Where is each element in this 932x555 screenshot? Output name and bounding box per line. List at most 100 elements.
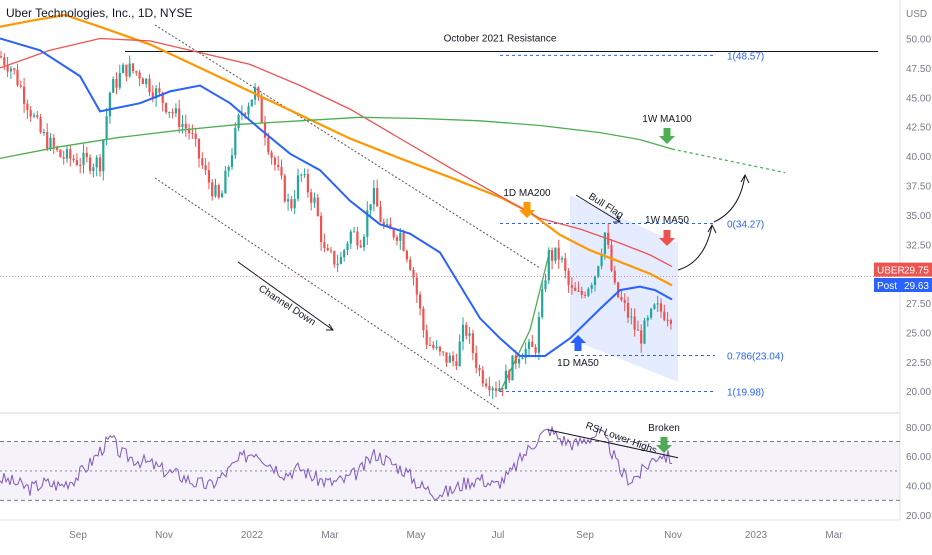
candle-body	[422, 308, 425, 331]
projection-arrow-2	[713, 174, 746, 223]
candle-body	[438, 346, 441, 352]
candle-body	[339, 257, 342, 264]
time-tick-label-5: Jul	[492, 530, 505, 541]
rsi-tick-label-1: 60.00	[906, 452, 931, 463]
series-line-ma200_1d	[0, 13, 673, 287]
candle-body	[458, 341, 461, 367]
candle-body	[461, 324, 465, 342]
candle-body	[399, 232, 402, 241]
channel-down-arrowhead	[326, 323, 334, 331]
candle-body	[224, 170, 227, 194]
candle-body	[630, 316, 633, 318]
candle-body	[287, 199, 290, 202]
candle-body	[369, 204, 372, 211]
candle-body	[551, 250, 554, 261]
chart-title: Uber Technologies, Inc., 1D, NYSE	[6, 6, 193, 20]
candle-body	[36, 115, 39, 118]
candle-body	[584, 294, 587, 296]
candle-body	[560, 258, 564, 260]
series-line-ma50_1d	[0, 37, 673, 357]
candle-body	[9, 68, 12, 72]
candle-body	[131, 63, 135, 72]
candle-body	[277, 164, 280, 168]
candle-body	[471, 333, 474, 353]
candle-body	[376, 188, 379, 207]
candle-body	[557, 247, 560, 260]
candle-body	[448, 355, 451, 363]
candle-body	[32, 115, 36, 117]
candle-body	[567, 270, 570, 286]
price-tick-label-10: 22.50	[906, 358, 931, 369]
candle-body	[0, 56, 3, 58]
price-tag-value-1: 29.63	[904, 281, 929, 292]
price-unit-label: USD	[906, 9, 927, 20]
candle-body	[148, 78, 151, 93]
candle-body	[415, 277, 418, 295]
candle-body	[204, 165, 207, 171]
time-tick-label-8: 2023	[745, 530, 768, 541]
candle-body	[237, 114, 240, 128]
projection-arrow-1	[677, 224, 713, 271]
price-tag-bg-1	[874, 278, 932, 293]
candle-body	[653, 304, 656, 309]
series-line-ma100_1w_projection	[671, 148, 786, 174]
candle-body	[65, 149, 69, 159]
candle-body	[623, 300, 626, 303]
candle-body	[174, 108, 177, 114]
candle-body	[122, 64, 125, 74]
candle-body	[168, 111, 171, 113]
price-tick-label-6: 35.00	[906, 211, 931, 222]
candle-body	[230, 155, 234, 167]
candle-body	[105, 116, 108, 140]
candle-body	[419, 294, 422, 309]
candle-body	[316, 197, 319, 216]
candle-body	[13, 68, 16, 70]
candle-body	[145, 78, 148, 85]
candle-body	[82, 152, 85, 166]
candle-body	[603, 232, 606, 255]
candle-body	[270, 152, 273, 158]
time-tick-label-3: Mar	[321, 530, 339, 541]
channel-down-arrow-line	[237, 261, 334, 331]
candle-body	[392, 229, 395, 238]
time-tick-label-6: Sep	[576, 530, 594, 541]
candle-body	[488, 386, 491, 391]
candle-body	[227, 166, 230, 171]
candle-body	[382, 221, 385, 227]
candle-body	[386, 224, 389, 227]
candle-body	[141, 78, 144, 85]
candle-body	[79, 165, 82, 167]
rsi-tick-label-2: 40.00	[906, 482, 931, 493]
rsi-tick-label-0: 80.00	[906, 423, 931, 434]
price-tag-value-0: 29.75	[904, 266, 929, 277]
candle-body	[112, 78, 115, 93]
candle-body	[547, 250, 550, 281]
fib-label-2: 0.786(23.04)	[727, 351, 784, 362]
candle-body	[244, 113, 247, 115]
candle-body	[300, 174, 303, 176]
candle-body	[102, 139, 105, 172]
candle-body	[135, 71, 138, 73]
time-tick-label-4: May	[407, 530, 426, 541]
candle-body	[181, 123, 184, 128]
candle-body	[108, 92, 111, 117]
candle-body	[508, 370, 511, 381]
candle-body	[475, 352, 478, 368]
candle-body	[161, 92, 164, 104]
price-tag-bg-0	[874, 262, 932, 277]
ma200-1d-arrow-icon	[519, 202, 535, 218]
candle-body	[425, 330, 428, 345]
candle-body	[296, 175, 300, 199]
fib-label-0: 1(48.57)	[727, 51, 764, 62]
price-tag-label-1: Post	[877, 281, 897, 292]
candle-body	[669, 320, 672, 324]
candle-body	[537, 317, 540, 353]
candle-body	[650, 308, 653, 318]
candle-body	[128, 63, 131, 77]
candle-body	[23, 86, 26, 104]
candle-body	[518, 359, 521, 364]
candle-body	[435, 346, 438, 349]
candle-body	[544, 280, 547, 290]
ma100-1w-arrow-icon	[659, 128, 675, 144]
